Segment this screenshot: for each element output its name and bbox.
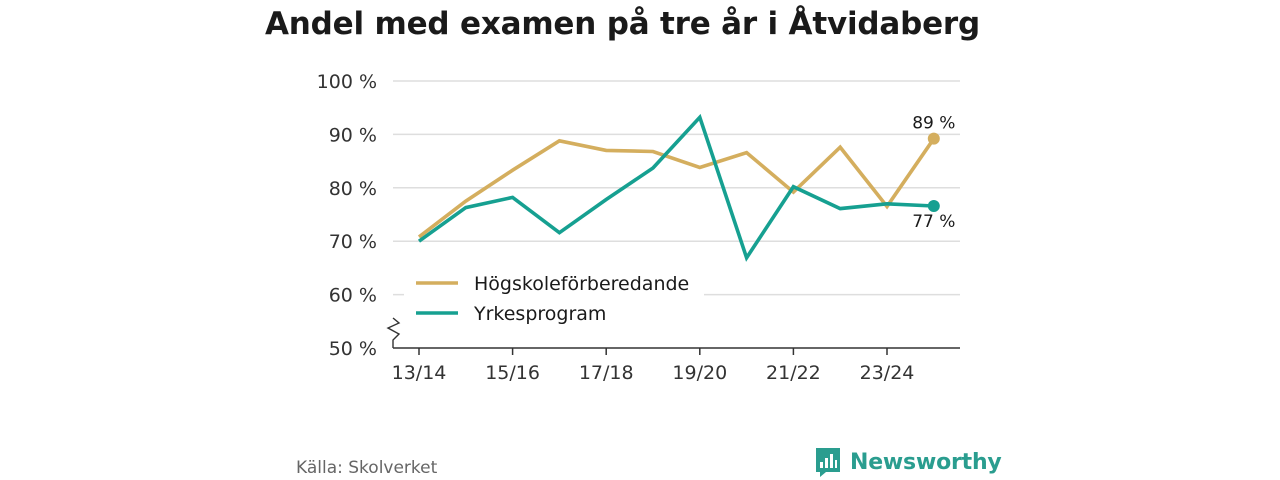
y-tick-label: 70 % xyxy=(329,231,377,253)
brand-logo[interactable]: Newsworthy xyxy=(814,446,1002,478)
legend-background xyxy=(404,266,704,330)
end-label: 77 % xyxy=(912,212,955,232)
legend-label: Högskoleförberedande xyxy=(474,273,689,295)
source-note: Källa: Skolverket xyxy=(296,458,438,478)
series-lines xyxy=(417,113,936,262)
x-tick-label: 19/20 xyxy=(672,362,727,384)
end-point-hogskole xyxy=(927,132,940,145)
x-tick-label: 23/24 xyxy=(860,362,915,384)
end-points: 89 % 77 % xyxy=(912,114,955,232)
x-tick-label: 13/14 xyxy=(392,362,447,384)
legend: Högskoleförberedande Yrkesprogram xyxy=(404,266,704,330)
y-tick-label: 60 % xyxy=(329,285,377,307)
end-point-yrkes xyxy=(927,199,940,212)
legend-label: Yrkesprogram xyxy=(473,303,606,325)
x-tick-label: 15/16 xyxy=(485,362,540,384)
y-tick-label: 90 % xyxy=(329,124,377,146)
newsworthy-logo-icon xyxy=(816,448,840,477)
y-tick-label: 80 % xyxy=(329,178,377,200)
x-tick-label: 21/22 xyxy=(766,362,821,384)
y-axis: 50 % 60 % 70 % 80 % 90 % 100 % xyxy=(317,71,377,360)
axis-break-icon xyxy=(386,317,401,348)
x-axis: 13/14 15/16 17/18 19/20 21/22 23/24 xyxy=(386,317,960,384)
grid-lines xyxy=(393,80,960,296)
series-line-hogskole xyxy=(417,137,936,239)
y-tick-label: 100 % xyxy=(317,71,377,93)
x-tick-label: 17/18 xyxy=(579,362,634,384)
chart-title: Andel med examen på tre år i Åtvidaberg xyxy=(264,6,981,42)
brand-name: Newsworthy xyxy=(850,449,1002,475)
end-label: 89 % xyxy=(912,114,955,134)
y-tick-label: 50 % xyxy=(329,338,377,360)
series-line-yrkes xyxy=(417,113,934,262)
